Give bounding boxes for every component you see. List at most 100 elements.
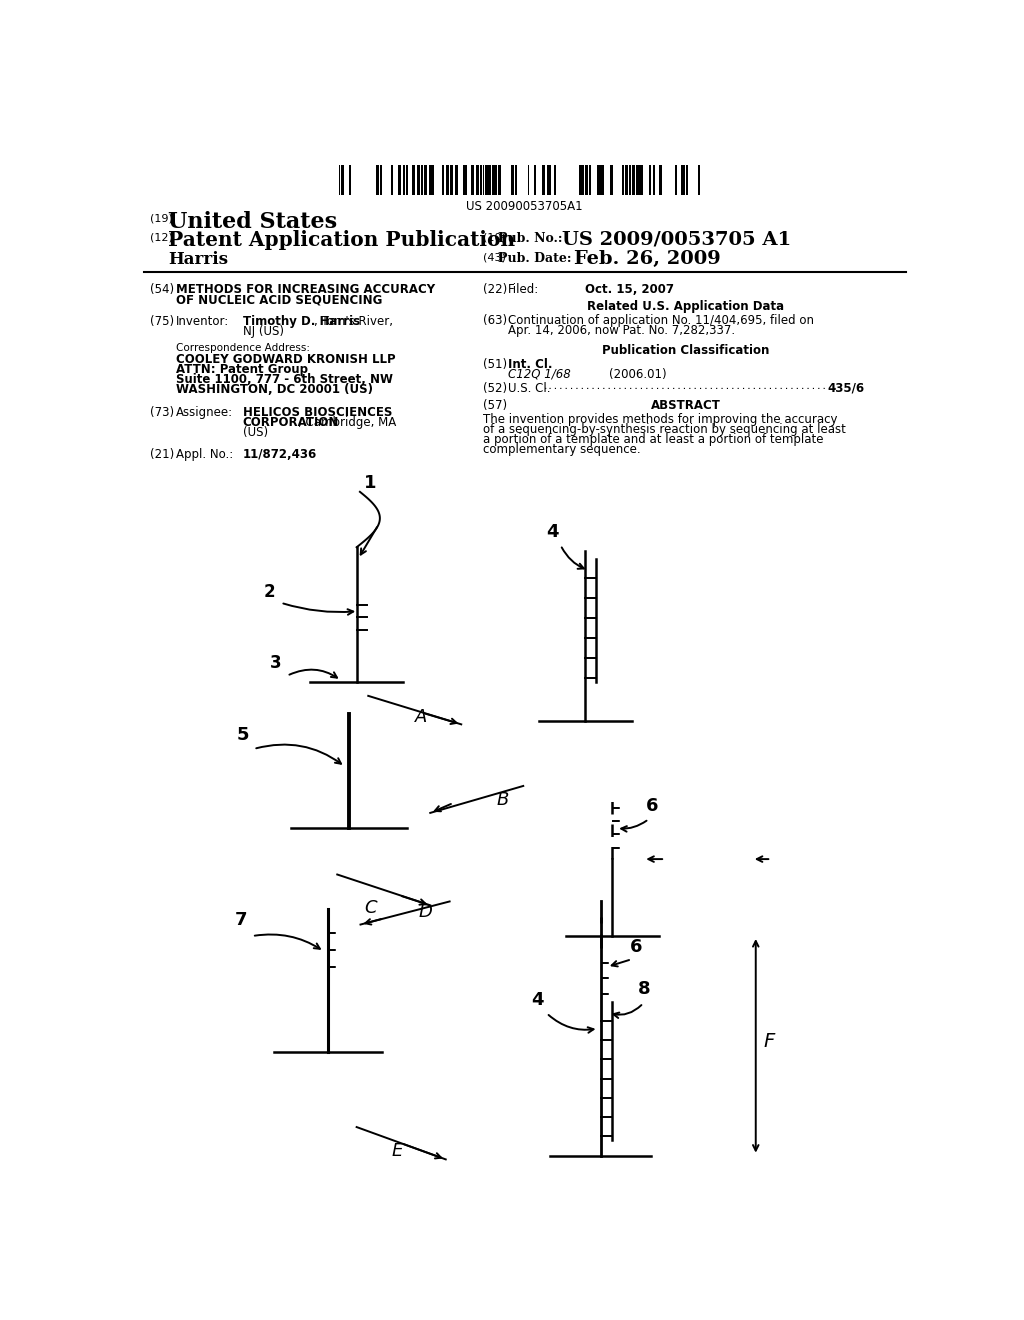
Text: Filed:: Filed: <box>508 284 539 296</box>
Bar <box>590 165 591 195</box>
Text: Harris: Harris <box>168 251 228 268</box>
Text: 6: 6 <box>630 937 642 956</box>
Bar <box>625 165 628 195</box>
Bar <box>421 165 423 195</box>
Bar <box>406 165 409 195</box>
Text: 4: 4 <box>531 991 544 1010</box>
Bar <box>463 165 467 195</box>
Bar <box>429 165 431 195</box>
Bar <box>652 165 655 195</box>
Bar <box>511 165 514 195</box>
Text: E: E <box>391 1142 402 1159</box>
Text: Timothy D. Harris: Timothy D. Harris <box>243 315 359 329</box>
Text: Inventor:: Inventor: <box>176 315 229 329</box>
Text: (43): (43) <box>483 252 506 263</box>
Bar <box>636 165 639 195</box>
Text: A: A <box>415 708 427 726</box>
Bar <box>476 165 479 195</box>
Bar <box>579 165 581 195</box>
Text: Continuation of application No. 11/404,695, filed on: Continuation of application No. 11/404,6… <box>508 314 814 327</box>
Bar <box>658 165 662 195</box>
Text: COOLEY GODWARD KRONISH LLP: COOLEY GODWARD KRONISH LLP <box>176 354 395 366</box>
Text: US 20090053705A1: US 20090053705A1 <box>467 199 583 213</box>
Bar <box>534 165 537 195</box>
Bar <box>455 165 458 195</box>
Text: 4: 4 <box>547 523 559 541</box>
Text: Apr. 14, 2006, now Pat. No. 7,282,337.: Apr. 14, 2006, now Pat. No. 7,282,337. <box>508 323 735 337</box>
Bar <box>622 165 625 195</box>
Text: Appl. No.:: Appl. No.: <box>176 447 233 461</box>
Text: Patent Application Publication: Patent Application Publication <box>168 230 515 249</box>
Text: (63): (63) <box>483 314 507 327</box>
Bar <box>630 165 631 195</box>
Text: United States: United States <box>168 211 338 232</box>
Bar <box>417 165 421 195</box>
Text: C: C <box>365 899 377 917</box>
Bar <box>441 165 444 195</box>
Text: (75): (75) <box>150 315 174 329</box>
Text: HELICOS BIOSCIENCES: HELICOS BIOSCIENCES <box>243 407 392 420</box>
Bar <box>380 165 382 195</box>
Bar <box>582 165 584 195</box>
Text: 11/872,436: 11/872,436 <box>243 447 317 461</box>
Text: OF NUCLEIC ACID SEQUENCING: OF NUCLEIC ACID SEQUENCING <box>176 293 382 306</box>
Bar <box>339 165 340 195</box>
Text: (19): (19) <box>150 214 173 224</box>
Text: 6: 6 <box>646 797 658 816</box>
Text: , Tom's River,: , Tom's River, <box>314 315 393 329</box>
Bar <box>639 165 643 195</box>
Text: US 2009/0053705 A1: US 2009/0053705 A1 <box>562 230 792 248</box>
Text: (57): (57) <box>483 399 507 412</box>
Bar <box>492 165 494 195</box>
Bar <box>412 165 415 195</box>
Bar <box>432 165 434 195</box>
Bar <box>480 165 481 195</box>
Bar <box>424 165 427 195</box>
Text: of a sequencing-by-synthesis reaction by sequencing at least: of a sequencing-by-synthesis reaction by… <box>483 422 846 436</box>
Text: .......................................................: ........................................… <box>543 381 839 391</box>
Text: Feb. 26, 2009: Feb. 26, 2009 <box>573 249 720 268</box>
Bar <box>514 165 517 195</box>
Bar <box>610 165 613 195</box>
Text: complementary sequence.: complementary sequence. <box>483 442 641 455</box>
Text: Oct. 15, 2007: Oct. 15, 2007 <box>586 284 674 296</box>
Bar <box>554 165 556 195</box>
Text: C12Q 1/68: C12Q 1/68 <box>508 368 570 381</box>
Text: Correspondence Address:: Correspondence Address: <box>176 343 310 354</box>
Text: B: B <box>496 791 509 809</box>
Text: WASHINGTON, DC 20001 (US): WASHINGTON, DC 20001 (US) <box>176 383 373 396</box>
Text: 2: 2 <box>263 583 275 602</box>
Text: Related U.S. Application Data: Related U.S. Application Data <box>588 300 784 313</box>
Text: 5: 5 <box>237 726 249 743</box>
Text: (22): (22) <box>483 284 507 296</box>
Text: (US): (US) <box>243 426 268 440</box>
Text: 3: 3 <box>270 655 282 672</box>
Bar <box>445 165 449 195</box>
Text: 7: 7 <box>234 911 248 928</box>
Text: (10): (10) <box>483 232 506 243</box>
Text: 8: 8 <box>638 979 650 998</box>
Text: (73): (73) <box>150 407 174 420</box>
Bar <box>471 165 474 195</box>
Text: Pub. Date:: Pub. Date: <box>499 252 572 265</box>
Text: , Cambridge, MA: , Cambridge, MA <box>299 416 396 429</box>
Bar <box>698 165 700 195</box>
Text: 1: 1 <box>364 474 376 492</box>
Text: Assignee:: Assignee: <box>176 407 233 420</box>
Text: a portion of a template and at least a portion of template: a portion of a template and at least a p… <box>483 433 823 446</box>
Bar <box>451 165 454 195</box>
Text: ABSTRACT: ABSTRACT <box>651 399 721 412</box>
Text: ATTN: Patent Group: ATTN: Patent Group <box>176 363 308 376</box>
Text: (2006.01): (2006.01) <box>608 368 667 381</box>
Bar <box>527 165 529 195</box>
Bar <box>485 165 488 195</box>
Text: (21): (21) <box>150 447 174 461</box>
Bar <box>649 165 651 195</box>
Bar <box>489 165 492 195</box>
Text: 435/6: 435/6 <box>827 381 864 395</box>
Bar <box>495 165 498 195</box>
Bar <box>600 165 604 195</box>
Text: Suite 1100, 777 - 6th Street, NW: Suite 1100, 777 - 6th Street, NW <box>176 374 393 387</box>
Text: Publication Classification: Publication Classification <box>602 345 770 356</box>
Text: The invention provides methods for improving the accuracy: The invention provides methods for impro… <box>483 412 838 425</box>
